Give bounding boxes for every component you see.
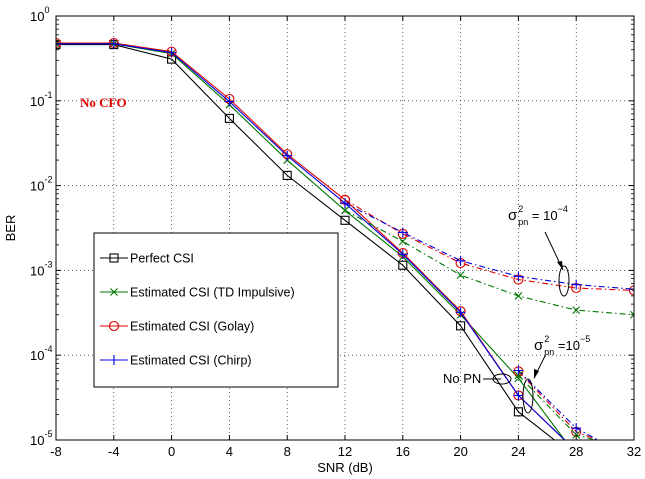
y-axis-label: BER bbox=[3, 215, 18, 242]
marker-plus bbox=[455, 307, 466, 318]
series-line bbox=[56, 44, 555, 440]
legend-label: Estimated CSI (Golay) bbox=[130, 320, 254, 334]
marker-x bbox=[456, 271, 465, 279]
pn-1e-4-annotation: σ2 pn = 10−4 bbox=[508, 204, 570, 297]
marker-x bbox=[398, 237, 407, 246]
marker-circle bbox=[56, 37, 62, 49]
legend-label: Estimated CSI (TD Impulsive) bbox=[130, 286, 295, 300]
marker-square bbox=[109, 253, 119, 263]
pn-1e-4-exponent: −4 bbox=[558, 204, 568, 214]
marker-circle bbox=[628, 285, 634, 296]
marker-plus bbox=[397, 249, 408, 260]
y-tick-label: 100 bbox=[30, 5, 49, 24]
marker-plus bbox=[629, 284, 634, 295]
x-tick-label: 20 bbox=[453, 444, 467, 459]
marker-x bbox=[341, 206, 349, 215]
series-9 bbox=[514, 371, 596, 440]
marker-plus bbox=[513, 365, 524, 376]
legend-entry: Estimated CSI (TD Impulsive) bbox=[100, 286, 295, 300]
marker-square bbox=[282, 170, 292, 180]
legend-entry: Estimated CSI (Golay) bbox=[100, 320, 254, 334]
marker-plus bbox=[340, 198, 350, 209]
x-tick-label: 12 bbox=[338, 444, 352, 459]
y-tick-label: 10-2 bbox=[30, 175, 52, 194]
marker-plus bbox=[513, 271, 524, 282]
grid-lines bbox=[56, 16, 634, 440]
x-tick-labels: -8 -4 0 4 8 12 16 20 24 28 32 bbox=[50, 444, 641, 459]
legend-label: Perfect CSI bbox=[130, 252, 194, 266]
marker-plus bbox=[166, 47, 177, 58]
marker-x bbox=[572, 306, 581, 315]
marker-circle bbox=[108, 320, 120, 332]
marker-square bbox=[456, 321, 466, 331]
x-tick-label: 0 bbox=[168, 444, 175, 459]
marker-plus bbox=[224, 96, 235, 107]
marker-x bbox=[514, 371, 523, 380]
x-tick-label: 4 bbox=[226, 444, 233, 459]
marker-plus bbox=[109, 355, 119, 365]
sigma-symbol: σ bbox=[508, 207, 518, 224]
legend-entry: Perfect CSI bbox=[100, 252, 194, 266]
series-6 bbox=[340, 198, 634, 295]
marker-plus bbox=[108, 38, 119, 49]
series-line bbox=[344, 209, 634, 316]
marker-square bbox=[398, 260, 408, 270]
pn-1e-5-exponent: −5 bbox=[580, 334, 590, 344]
legend-box bbox=[93, 232, 339, 388]
x-tick-label: 24 bbox=[511, 444, 525, 459]
marker-x bbox=[514, 292, 523, 300]
pn-1e-5-equals: =10 bbox=[554, 338, 580, 353]
series-8 bbox=[513, 365, 599, 440]
x-tick-label: 16 bbox=[396, 444, 410, 459]
marker-plus bbox=[571, 279, 582, 290]
marker-plus bbox=[56, 38, 61, 49]
marker-x bbox=[110, 288, 118, 296]
series-4 bbox=[341, 206, 634, 319]
pn-1e-4-equals: = 10 bbox=[528, 208, 557, 223]
legend-entry: Estimated CSI (Chirp) bbox=[100, 354, 252, 368]
x-tick-label: -4 bbox=[108, 444, 120, 459]
x-tick-label: 8 bbox=[284, 444, 291, 459]
sigma-superscript: 2 bbox=[518, 204, 523, 214]
pn-1e-5-annotation: σ2 pn =10−5 bbox=[522, 334, 590, 414]
x-tick-label: -8 bbox=[50, 444, 62, 459]
y-tick-label: 10-1 bbox=[30, 90, 52, 109]
x-tick-label: 28 bbox=[569, 444, 583, 459]
legend: Perfect CSI Estimated CSI (TD Impulsive) E… bbox=[93, 232, 339, 388]
y-tick-label: 10-5 bbox=[30, 429, 52, 448]
marker-square bbox=[224, 113, 234, 123]
series-layer bbox=[56, 37, 634, 440]
sigma-subscript-2: pn bbox=[544, 347, 554, 357]
marker-plus bbox=[513, 390, 524, 401]
marker-plus bbox=[455, 255, 466, 266]
series-line bbox=[56, 43, 566, 440]
sigma-superscript-2: 2 bbox=[544, 334, 549, 344]
marker-square bbox=[340, 215, 350, 225]
marker-square bbox=[513, 407, 523, 417]
no-cfo-annotation: No CFO bbox=[80, 95, 127, 110]
legend-label: Estimated CSI (Chirp) bbox=[130, 354, 252, 368]
marker-x bbox=[572, 430, 581, 439]
marker-x bbox=[630, 310, 634, 319]
no-pn-annotation: No PN bbox=[443, 371, 512, 386]
x-axis-label: SNR (dB) bbox=[317, 460, 373, 475]
marker-plus bbox=[571, 423, 582, 434]
y-tick-label: 10-4 bbox=[30, 344, 52, 363]
sigma-subscript: pn bbox=[518, 217, 528, 227]
svg-text:No PN: No PN bbox=[443, 371, 481, 386]
y-tick-label: 10-3 bbox=[30, 259, 52, 278]
sigma-symbol-2: σ bbox=[534, 337, 544, 354]
x-tick-label: 32 bbox=[627, 444, 641, 459]
marker-plus bbox=[282, 150, 293, 161]
tick-marks bbox=[55, 15, 635, 441]
series-line bbox=[344, 202, 634, 290]
marker-x bbox=[514, 374, 523, 383]
marker-plus bbox=[397, 227, 408, 238]
y-tick-labels: 100 10-1 10-2 10-3 10-4 10-5 bbox=[30, 5, 52, 448]
